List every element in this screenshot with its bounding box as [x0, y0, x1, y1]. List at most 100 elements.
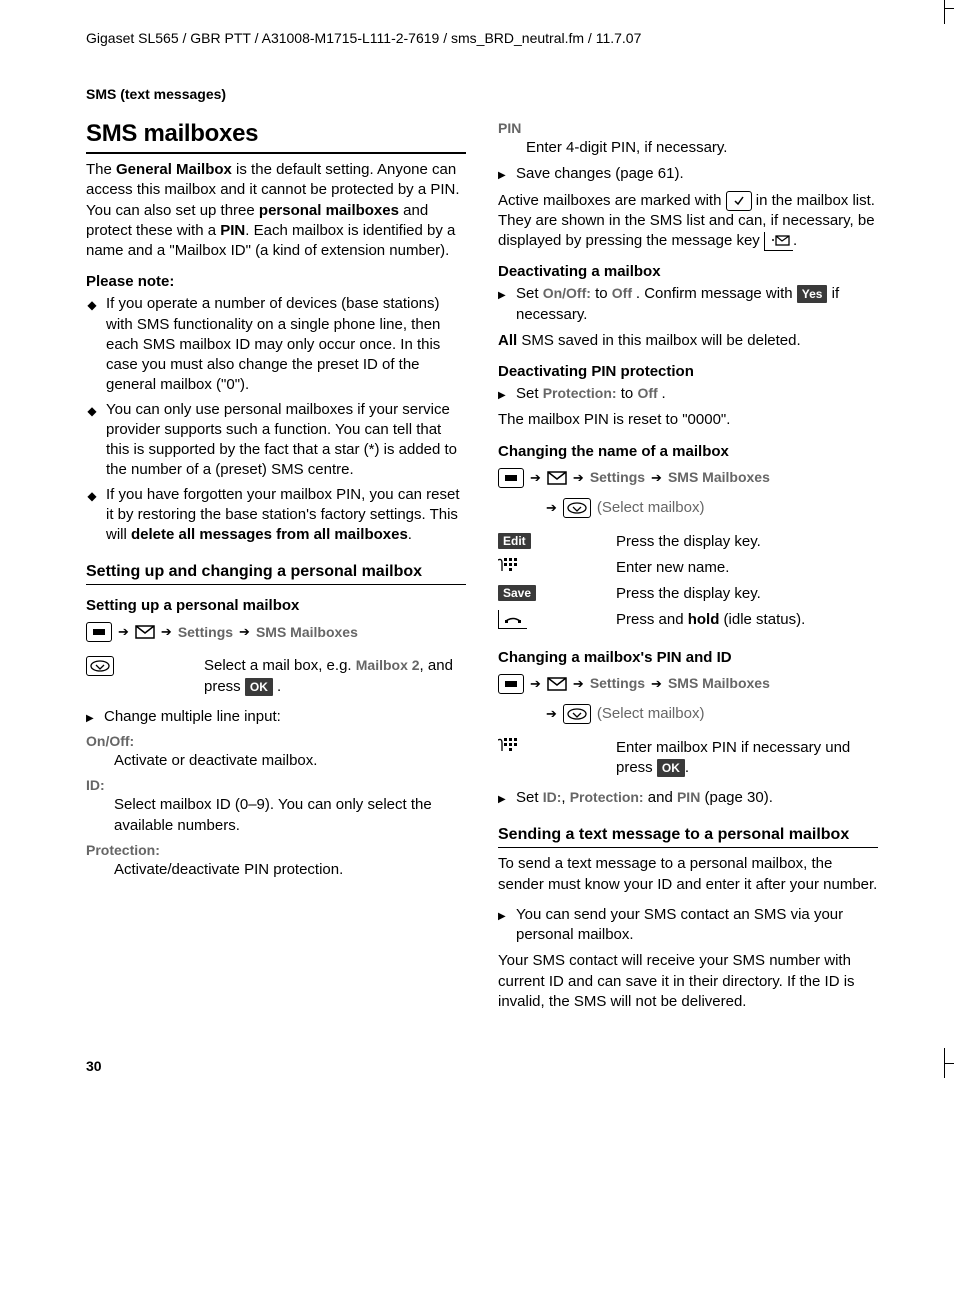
send-p1: To send a text message to a personal mai… [498, 854, 878, 895]
end-key-icon [498, 610, 527, 629]
arrow-icon [239, 620, 250, 644]
deactpin-result: The mailbox PIN is reset to "0000". [498, 410, 878, 430]
envelope-icon [547, 471, 567, 485]
menu-key-icon [86, 622, 112, 642]
crop-mark [944, 8, 954, 9]
menu-sequence: Settings SMS Mailboxes [498, 466, 878, 490]
menu-key-icon [498, 674, 524, 694]
save-badge: Save [498, 585, 536, 601]
arrow-icon [546, 496, 557, 520]
menu-item-mailboxes: SMS Mailboxes [256, 621, 358, 643]
arrow-list: Change multiple line input: [86, 707, 466, 727]
step-table: Edit Press the display key. Enter new na… [498, 526, 805, 637]
nav-down-icon [563, 704, 591, 724]
table-row: Select a mail box, e.g. Mailbox 2, and p… [86, 656, 466, 697]
step-table: Enter mailbox PIN if necessary und press… [498, 732, 878, 785]
arrow-icon [651, 466, 662, 490]
yes-badge: Yes [797, 285, 828, 303]
ok-badge: OK [657, 759, 685, 777]
step-text: Enter new name. [616, 558, 805, 578]
step-text: Enter mailbox PIN if necessary und press… [616, 738, 878, 779]
message-key-icon [764, 232, 793, 251]
menu-key-icon [498, 468, 524, 488]
arrow-icon [161, 620, 172, 644]
section-label: SMS (text messages) [86, 86, 896, 102]
page-title: SMS mailboxes [86, 120, 466, 154]
menu-item-settings: Settings [590, 672, 645, 694]
deact-result: All SMS saved in this mailbox will be de… [498, 331, 878, 351]
keypad-icon [498, 738, 608, 756]
menu-item-mailboxes: SMS Mailboxes [668, 466, 770, 488]
changepin-heading: Changing a mailbox's PIN and ID [498, 649, 878, 666]
check-icon [726, 191, 752, 211]
arrow-icon [573, 672, 584, 696]
arrow-icon [546, 702, 557, 726]
def-label: On/Off: [86, 733, 466, 749]
arrow-icon [651, 672, 662, 696]
def-label: PIN [498, 120, 878, 136]
arrow-icon [530, 672, 541, 696]
menu-sequence: Settings SMS Mailboxes [498, 672, 878, 696]
arrow-list: Set On/Off: to Off . Confirm message wit… [498, 284, 878, 325]
list-item: Change multiple line input: [86, 707, 466, 727]
def-label: Protection: [86, 842, 466, 858]
edit-badge: Edit [498, 533, 531, 549]
list-item: If you operate a number of devices (base… [86, 294, 466, 395]
list-item: You can send your SMS contact an SMS via… [498, 905, 878, 946]
table-row: Press and hold (idle status). [498, 610, 805, 630]
envelope-icon [135, 625, 155, 639]
list-item: Set On/Off: to Off . Confirm message wit… [498, 284, 878, 325]
intro-paragraph: The General Mailbox is the default setti… [86, 160, 466, 261]
menu-item-settings: Settings [178, 621, 233, 643]
envelope-icon [547, 677, 567, 691]
table-row: Edit Press the display key. [498, 532, 805, 552]
rename-heading: Changing the name of a mailbox [498, 443, 878, 460]
running-header: Gigaset SL565 / GBR PTT / A31008-M1715-L… [86, 30, 896, 46]
active-paragraph: Active mailboxes are marked with in the … [498, 191, 878, 252]
table-row: Save Press the display key. [498, 584, 805, 604]
menu-item-mailboxes: SMS Mailboxes [668, 672, 770, 694]
left-column: SMS mailboxes The General Mailbox is the… [86, 120, 466, 1022]
step-table: Select a mail box, e.g. Mailbox 2, and p… [86, 650, 466, 703]
page: Gigaset SL565 / GBR PTT / A31008-M1715-L… [0, 0, 954, 1104]
def-text: Select mailbox ID (0–9). You can only se… [86, 795, 466, 836]
select-mailbox-text: (Select mailbox) [597, 702, 705, 726]
arrow-list: Set ID:, Protection: and PIN (page 30). [498, 788, 878, 808]
arrow-list: Set Protection: to Off . [498, 384, 878, 404]
def-text: Enter 4-digit PIN, if necessary. [498, 138, 878, 158]
step-text: Select a mail box, e.g. Mailbox 2, and p… [204, 656, 466, 697]
step-text: Press and hold (idle status). [616, 610, 805, 630]
ok-badge: OK [245, 678, 273, 696]
arrow-icon [530, 466, 541, 490]
step-text: Press the display key. [616, 532, 805, 552]
def-text: Activate or deactivate mailbox. [86, 751, 466, 771]
right-column: PIN Enter 4-digit PIN, if necessary. Sav… [498, 120, 878, 1022]
step-text: Press the display key. [616, 584, 805, 604]
menu-sequence: Settings SMS Mailboxes [86, 620, 466, 644]
crop-mark [944, 1063, 954, 1064]
list-item: If you have forgotten your mailbox PIN, … [86, 485, 466, 546]
arrow-icon [573, 466, 584, 490]
table-row: Enter mailbox PIN if necessary und press… [498, 738, 878, 779]
nav-down-icon [86, 656, 114, 676]
setup-heading: Setting up and changing a personal mailb… [86, 563, 466, 585]
content-columns: SMS mailboxes The General Mailbox is the… [86, 120, 896, 1022]
notes-list: If you operate a number of devices (base… [86, 294, 466, 545]
nav-down-icon [563, 498, 591, 518]
menu-item-settings: Settings [590, 466, 645, 488]
list-item: Set ID:, Protection: and PIN (page 30). [498, 788, 878, 808]
send-heading: Sending a text message to a personal mai… [498, 826, 878, 848]
list-item: You can only use personal mailboxes if y… [86, 400, 466, 481]
menu-sequence-line2: (Select mailbox) [498, 496, 878, 520]
def-text: Activate/deactivate PIN protection. [86, 860, 466, 880]
list-item: Set Protection: to Off . [498, 384, 878, 404]
menu-sequence-line2: (Select mailbox) [498, 702, 878, 726]
keypad-icon [498, 558, 608, 576]
deactivate-heading: Deactivating a mailbox [498, 263, 878, 280]
page-number: 30 [86, 1058, 896, 1074]
setup-subheading: Setting up a personal mailbox [86, 597, 466, 614]
arrow-list: Save changes (page 61). [498, 164, 878, 184]
arrow-icon [118, 620, 129, 644]
list-item: Save changes (page 61). [498, 164, 878, 184]
select-mailbox-text: (Select mailbox) [597, 496, 705, 520]
